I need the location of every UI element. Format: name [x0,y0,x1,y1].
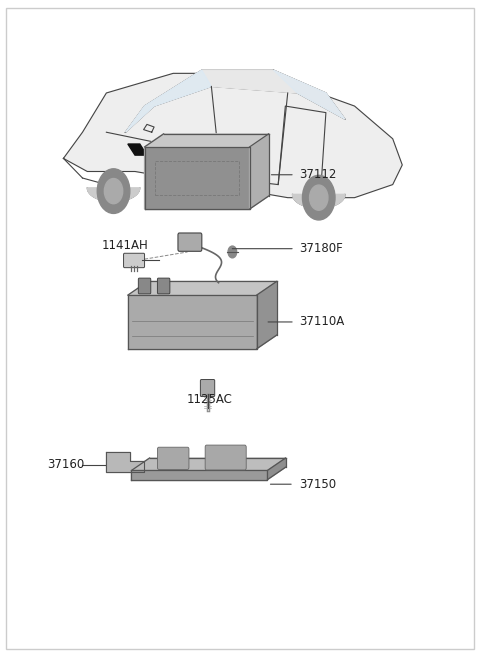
Polygon shape [87,188,140,202]
Polygon shape [274,70,345,119]
Text: 37180F: 37180F [300,242,343,255]
Text: 37160: 37160 [47,458,84,471]
FancyBboxPatch shape [123,253,144,267]
Polygon shape [292,194,345,208]
Polygon shape [250,134,269,209]
Text: 1125AC: 1125AC [187,393,232,406]
Circle shape [97,169,130,214]
FancyBboxPatch shape [200,380,215,397]
Polygon shape [144,147,250,209]
FancyBboxPatch shape [157,447,189,470]
FancyBboxPatch shape [157,278,170,294]
Circle shape [310,185,328,210]
Polygon shape [128,144,147,155]
FancyBboxPatch shape [178,233,202,251]
Polygon shape [125,70,211,132]
Text: 37110A: 37110A [300,315,345,328]
Text: 37150: 37150 [299,478,336,491]
Polygon shape [267,458,286,480]
Polygon shape [132,458,286,470]
Polygon shape [144,134,269,147]
Polygon shape [128,281,277,295]
Polygon shape [257,281,277,349]
Polygon shape [125,70,345,132]
Polygon shape [144,134,164,209]
Polygon shape [132,470,267,480]
Polygon shape [128,295,257,349]
FancyBboxPatch shape [138,278,151,294]
Text: 1141AH: 1141AH [102,239,148,252]
Polygon shape [107,452,144,472]
Circle shape [104,179,123,204]
Polygon shape [63,74,402,198]
FancyBboxPatch shape [205,445,246,470]
Circle shape [302,175,335,220]
Text: 37112: 37112 [300,168,337,181]
Circle shape [228,246,237,258]
